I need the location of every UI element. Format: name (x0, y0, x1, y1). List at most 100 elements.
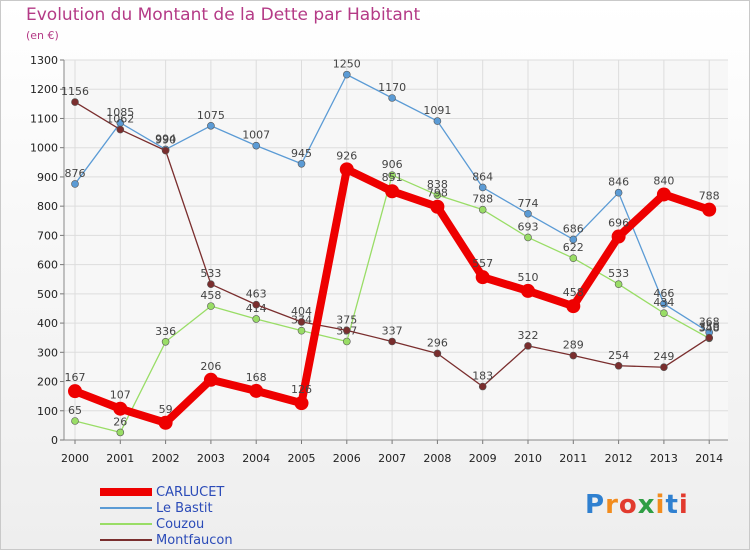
data-label: 107 (110, 389, 131, 402)
logo-letter: r (605, 490, 619, 520)
data-label: 254 (608, 349, 629, 362)
data-label: 1085 (106, 106, 134, 119)
y-tick-label: 100 (37, 405, 58, 418)
x-tick-label: 2003 (197, 452, 225, 465)
data-point (524, 342, 532, 350)
y-tick-label: 1200 (30, 83, 58, 96)
data-label: 840 (653, 174, 674, 187)
y-tick-label: 600 (37, 259, 58, 272)
legend-swatch (100, 539, 152, 541)
data-point (433, 349, 442, 358)
data-label: 926 (336, 149, 357, 162)
data-point (478, 382, 487, 391)
data-point (478, 183, 487, 192)
data-point (385, 184, 400, 199)
data-label: 183 (472, 370, 493, 383)
data-label: 1156 (61, 85, 89, 98)
x-tick-label: 2011 (559, 452, 587, 465)
legend-item: Montfaucon (100, 532, 233, 548)
data-label: 434 (653, 296, 674, 309)
y-tick-label: 1100 (30, 112, 58, 125)
data-point (113, 401, 128, 416)
data-point (388, 337, 396, 346)
data-point (611, 229, 626, 244)
x-tick-label: 2006 (333, 452, 361, 465)
data-label: 322 (518, 329, 539, 342)
data-point (705, 333, 714, 342)
data-label: 336 (155, 325, 176, 338)
data-point (614, 280, 623, 289)
x-tick-label: 2014 (695, 452, 723, 465)
data-point (614, 188, 623, 197)
legend: CARLUCET Le Bastit Couzou Montfaucon (100, 484, 233, 548)
data-label: 368 (699, 315, 720, 328)
data-label: 1075 (197, 109, 225, 122)
data-point (203, 372, 218, 387)
data-point (342, 326, 351, 335)
data-point (161, 337, 170, 346)
data-label: 404 (291, 305, 312, 318)
data-point (297, 326, 306, 335)
data-point (116, 428, 125, 437)
data-point (569, 254, 578, 262)
x-tick-label: 2002 (152, 452, 180, 465)
data-label: 876 (65, 167, 86, 180)
data-point (660, 309, 668, 317)
legend-label: Couzou (156, 516, 205, 532)
data-label: 337 (382, 324, 403, 337)
y-tick-label: 1300 (30, 54, 58, 67)
data-label: 906 (382, 158, 403, 171)
x-tick-label: 2013 (650, 452, 678, 465)
data-point (342, 337, 351, 346)
y-tick-label: 900 (37, 171, 58, 184)
data-point (71, 180, 79, 188)
data-label: 533 (608, 267, 629, 280)
data-point (71, 417, 79, 425)
data-label: 296 (427, 336, 448, 349)
data-point (569, 351, 578, 360)
data-label: 206 (200, 360, 221, 373)
plot-area (64, 60, 728, 440)
y-tick-label: 300 (37, 346, 58, 359)
y-tick-label: 500 (37, 288, 58, 301)
data-point (68, 384, 82, 399)
y-tick-label: 0 (51, 434, 58, 447)
legend-item: Le Bastit (100, 500, 233, 516)
data-label: 696 (608, 217, 629, 230)
data-label: 774 (518, 197, 539, 210)
logo-letter: i (678, 490, 689, 520)
data-label: 65 (68, 404, 82, 417)
legend-item: Couzou (100, 516, 233, 532)
logo-letter: o (618, 490, 638, 520)
data-point (207, 302, 215, 310)
data-label: 458 (200, 289, 221, 302)
y-tick-label: 700 (37, 229, 58, 242)
data-label: 693 (518, 220, 539, 233)
data-label: 350 (699, 321, 720, 334)
legend-label: Montfaucon (156, 532, 233, 548)
y-tick-label: 1000 (30, 142, 58, 155)
y-tick-label: 800 (37, 200, 58, 213)
data-label: 463 (246, 288, 267, 301)
data-label: 838 (427, 178, 448, 191)
data-label: 466 (653, 287, 674, 300)
unit-label: (en €) (26, 29, 59, 42)
data-label: 126 (291, 383, 312, 396)
data-point (297, 159, 306, 168)
data-label: 168 (246, 371, 267, 384)
x-tick-label: 2007 (378, 452, 406, 465)
legend-swatch (100, 488, 152, 496)
data-point (660, 299, 668, 308)
x-tick-label: 2009 (469, 452, 497, 465)
data-point (524, 233, 532, 242)
data-point (339, 162, 354, 177)
data-label: 990 (155, 134, 176, 147)
data-label: 788 (699, 190, 720, 203)
data-point (388, 94, 396, 102)
data-point (702, 202, 717, 217)
y-tick-label: 200 (37, 376, 58, 389)
data-label: 249 (653, 350, 674, 363)
x-tick-label: 2004 (242, 452, 270, 465)
data-label: 622 (563, 241, 584, 254)
data-point (524, 209, 532, 218)
